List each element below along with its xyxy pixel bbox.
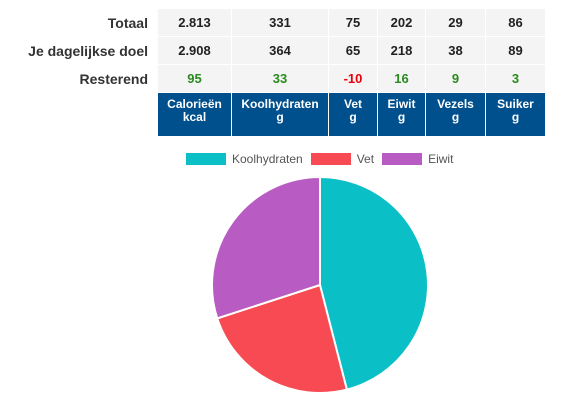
row-label-totaal: Totaal	[107, 14, 148, 31]
column-header-vezels: Vezels g	[425, 92, 486, 136]
cell-resterend-koolhydraten: 33	[231, 64, 329, 93]
table-row-resterend: Resterend 95 33 -10 16 9 3	[0, 64, 546, 93]
table-header-row: Calorieën kcal Koolhydraten g Vet g Eiwi…	[0, 92, 546, 136]
table-row-doel: Je dagelijkse doel 2.908 364 65 218 38 8…	[0, 36, 546, 65]
legend-item-koolhydraten[interactable]: Koolhydraten	[186, 152, 303, 166]
legend-item-eiwit[interactable]: Eiwit	[382, 152, 453, 166]
row-label-dagelijkse-doel: Je dagelijkse doel	[28, 42, 148, 59]
cell-doel-eiwit: 218	[377, 36, 426, 65]
column-unit: g	[511, 110, 520, 124]
column-name: Vet	[343, 97, 362, 111]
column-name: Suiker	[497, 97, 534, 111]
cell-doel-vet: 65	[328, 36, 378, 65]
legend-item-vet[interactable]: Vet	[310, 152, 375, 166]
pie-slice-koolhydraten[interactable]	[319, 175, 429, 391]
cell-resterend-vezels: 9	[425, 64, 486, 93]
cell-totaal-eiwit: 202	[377, 9, 426, 37]
column-unit: kcal	[182, 110, 207, 124]
cell-totaal-vet: 75	[328, 9, 378, 37]
column-name: Calorieën	[167, 97, 222, 111]
chart-legend: Koolhydraten Vet Eiwit	[186, 152, 461, 166]
nutrition-table: Totaal 2.813 331 75 202 29 86 Je dagelij…	[0, 9, 546, 136]
cell-doel-suiker: 89	[485, 36, 546, 65]
legend-swatch	[382, 153, 423, 165]
column-header-calorieen: Calorieën kcal	[158, 92, 232, 136]
cell-totaal-calorieen: 2.813	[158, 9, 232, 37]
legend-label: Vet	[356, 152, 375, 166]
cell-doel-calorieen: 2.908	[158, 36, 232, 65]
legend-label: Koolhydraten	[232, 152, 303, 166]
column-name: Eiwit	[387, 97, 416, 111]
cell-totaal-koolhydraten: 331	[231, 9, 329, 37]
cell-resterend-suiker: 3	[485, 64, 546, 93]
cell-resterend-calorieen: 95	[158, 64, 232, 93]
column-header-eiwit: Eiwit g	[377, 92, 426, 136]
column-name: Koolhydraten	[241, 97, 319, 111]
column-header-suiker: Suiker g	[485, 92, 546, 136]
column-unit: g	[349, 110, 357, 124]
pie-slice-vet[interactable]	[216, 283, 349, 394]
table-row-totaal: Totaal 2.813 331 75 202 29 86	[0, 9, 546, 37]
column-unit: g	[397, 110, 406, 124]
cell-resterend-vet: -10	[328, 64, 378, 93]
column-name: Vezels	[437, 97, 474, 111]
column-unit: g	[276, 110, 284, 124]
column-header-koolhydraten: Koolhydraten g	[231, 92, 329, 136]
pie-slice-eiwit[interactable]	[211, 175, 321, 320]
cell-totaal-suiker: 86	[485, 9, 546, 37]
cell-doel-vezels: 38	[425, 36, 486, 65]
legend-label: Eiwit	[428, 152, 454, 166]
legend-swatch	[310, 153, 351, 165]
legend-swatch	[186, 153, 226, 165]
cell-totaal-vezels: 29	[425, 9, 486, 37]
column-header-vet: Vet g	[328, 92, 378, 136]
cell-resterend-eiwit: 16	[377, 64, 426, 93]
column-unit: g	[451, 110, 460, 124]
row-label-resterend: Resterend	[79, 70, 148, 87]
cell-doel-koolhydraten: 364	[231, 36, 329, 65]
